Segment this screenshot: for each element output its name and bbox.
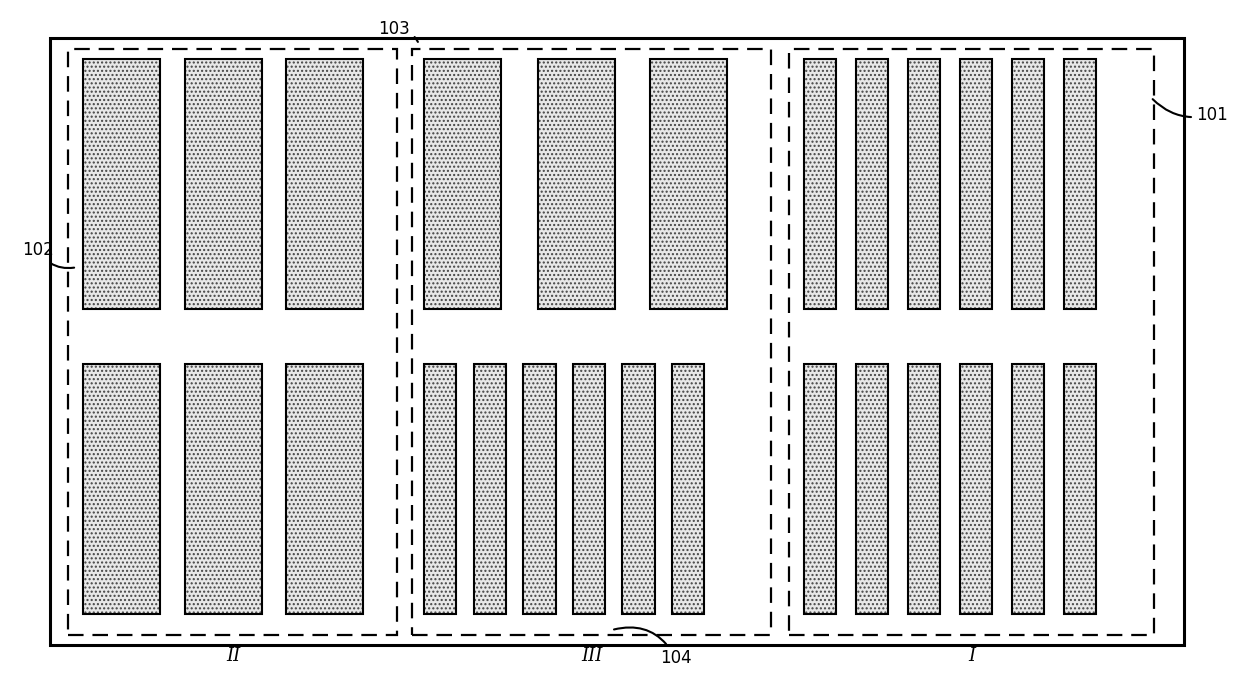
Bar — [286, 59, 363, 309]
Bar — [804, 59, 836, 309]
Bar — [474, 364, 506, 614]
Text: I: I — [968, 647, 976, 665]
Bar — [1064, 364, 1096, 614]
Text: 101: 101 — [1153, 99, 1229, 124]
Bar — [424, 59, 501, 309]
Bar — [83, 59, 160, 309]
Bar — [856, 364, 888, 614]
Bar — [185, 59, 262, 309]
Bar — [1064, 59, 1096, 309]
Bar — [412, 49, 771, 635]
Bar — [68, 49, 397, 635]
Bar — [474, 364, 506, 614]
Text: II: II — [226, 647, 241, 665]
Bar — [286, 364, 363, 614]
Text: 104: 104 — [614, 627, 692, 667]
Bar — [523, 364, 556, 614]
Bar — [1064, 59, 1096, 309]
Bar — [908, 364, 940, 614]
Bar — [1064, 364, 1096, 614]
Bar — [424, 59, 501, 309]
Bar — [960, 364, 992, 614]
Bar — [83, 59, 160, 309]
Bar — [960, 59, 992, 309]
Bar — [672, 364, 704, 614]
Bar — [474, 364, 506, 614]
Bar — [804, 364, 836, 614]
Bar — [286, 364, 363, 614]
Bar — [622, 364, 655, 614]
Bar — [960, 364, 992, 614]
Bar — [1012, 364, 1044, 614]
Bar — [185, 364, 262, 614]
Bar — [185, 59, 262, 309]
Bar — [185, 364, 262, 614]
Bar — [856, 59, 888, 309]
Bar — [538, 59, 615, 309]
Bar — [286, 364, 363, 614]
Bar — [1012, 59, 1044, 309]
Bar — [83, 364, 160, 614]
Bar — [185, 59, 262, 309]
Bar — [650, 59, 727, 309]
Bar — [856, 364, 888, 614]
Bar — [573, 364, 605, 614]
Text: 103: 103 — [378, 20, 418, 42]
Bar — [538, 59, 615, 309]
Bar — [622, 364, 655, 614]
Bar — [424, 364, 456, 614]
Bar — [538, 59, 615, 309]
Bar — [1064, 364, 1096, 614]
Text: 102: 102 — [22, 241, 74, 268]
Bar — [286, 59, 363, 309]
Bar — [856, 59, 888, 309]
Bar — [286, 59, 363, 309]
Bar — [650, 59, 727, 309]
Bar — [185, 364, 262, 614]
Bar — [1012, 59, 1044, 309]
Bar — [573, 364, 605, 614]
Bar — [523, 364, 556, 614]
Bar — [856, 59, 888, 309]
Bar — [424, 364, 456, 614]
Bar — [650, 59, 727, 309]
Text: III: III — [580, 647, 603, 665]
Bar — [50, 38, 1184, 645]
Bar — [908, 59, 940, 309]
Bar — [804, 59, 836, 309]
Bar — [1012, 364, 1044, 614]
Bar — [83, 364, 160, 614]
Bar — [1012, 364, 1044, 614]
Bar — [523, 364, 556, 614]
Bar — [960, 364, 992, 614]
Bar — [1012, 59, 1044, 309]
Bar — [672, 364, 704, 614]
Bar — [856, 364, 888, 614]
Bar — [804, 364, 836, 614]
Bar — [960, 59, 992, 309]
Bar — [908, 364, 940, 614]
Bar — [789, 49, 1154, 635]
Bar — [1064, 59, 1096, 309]
Bar — [804, 364, 836, 614]
Bar — [672, 364, 704, 614]
Bar — [424, 59, 501, 309]
Bar — [908, 364, 940, 614]
Bar — [83, 364, 160, 614]
Bar — [960, 59, 992, 309]
Bar — [908, 59, 940, 309]
Bar — [804, 59, 836, 309]
Bar — [424, 364, 456, 614]
Bar — [83, 59, 160, 309]
Bar — [908, 59, 940, 309]
Bar — [622, 364, 655, 614]
Bar — [573, 364, 605, 614]
